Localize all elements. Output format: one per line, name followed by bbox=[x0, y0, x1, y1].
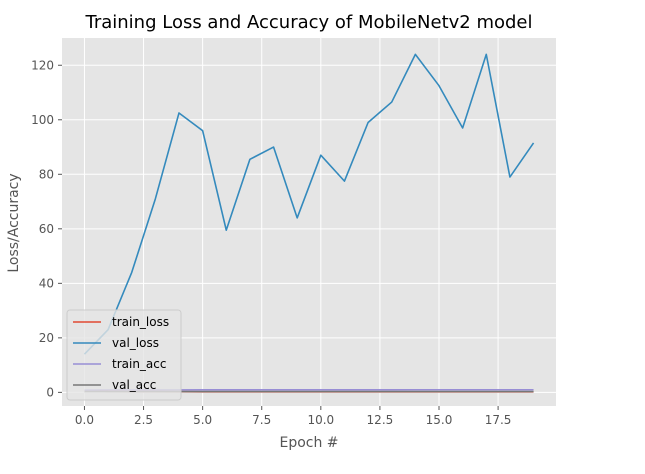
y-axis-ticks: 0 20 40 60 80 100 120 bbox=[31, 58, 62, 399]
y-tick-label: 0 bbox=[46, 385, 54, 399]
x-tick-label: 10.0 bbox=[307, 413, 334, 427]
x-tick-label: 12.5 bbox=[367, 413, 394, 427]
y-tick-label: 100 bbox=[31, 113, 54, 127]
x-tick-label: 7.5 bbox=[252, 413, 271, 427]
y-tick-label: 80 bbox=[39, 167, 54, 181]
y-axis-label: Loss/Accuracy bbox=[6, 173, 22, 272]
legend-label-train_acc: train_acc bbox=[112, 357, 166, 371]
x-axis-ticks: 0.0 2.5 5.0 7.5 10.0 12.5 15.0 17.5 bbox=[75, 406, 512, 427]
y-tick-label: 60 bbox=[39, 222, 54, 236]
x-axis-label: Epoch # bbox=[279, 435, 338, 451]
legend: train_loss val_loss train_acc val_acc bbox=[66, 309, 182, 401]
grid-lines bbox=[62, 38, 556, 406]
y-tick-label: 20 bbox=[39, 331, 54, 345]
chart-title: Training Loss and Accuracy of MobileNetv… bbox=[84, 12, 532, 33]
legend-label-val_acc: val_acc bbox=[112, 378, 156, 392]
y-tick-label: 40 bbox=[39, 276, 54, 290]
legend-box bbox=[66, 309, 182, 401]
series-line-val_loss bbox=[83, 53, 535, 355]
x-tick-label: 17.5 bbox=[485, 413, 512, 427]
legend-label-val_loss: val_loss bbox=[112, 336, 159, 350]
x-tick-label: 2.5 bbox=[134, 413, 153, 427]
legend-label-train_loss: train_loss bbox=[112, 315, 169, 329]
y-tick-label: 120 bbox=[31, 58, 54, 72]
x-tick-label: 5.0 bbox=[193, 413, 212, 427]
x-tick-label: 0.0 bbox=[75, 413, 94, 427]
x-tick-label: 15.0 bbox=[426, 413, 453, 427]
